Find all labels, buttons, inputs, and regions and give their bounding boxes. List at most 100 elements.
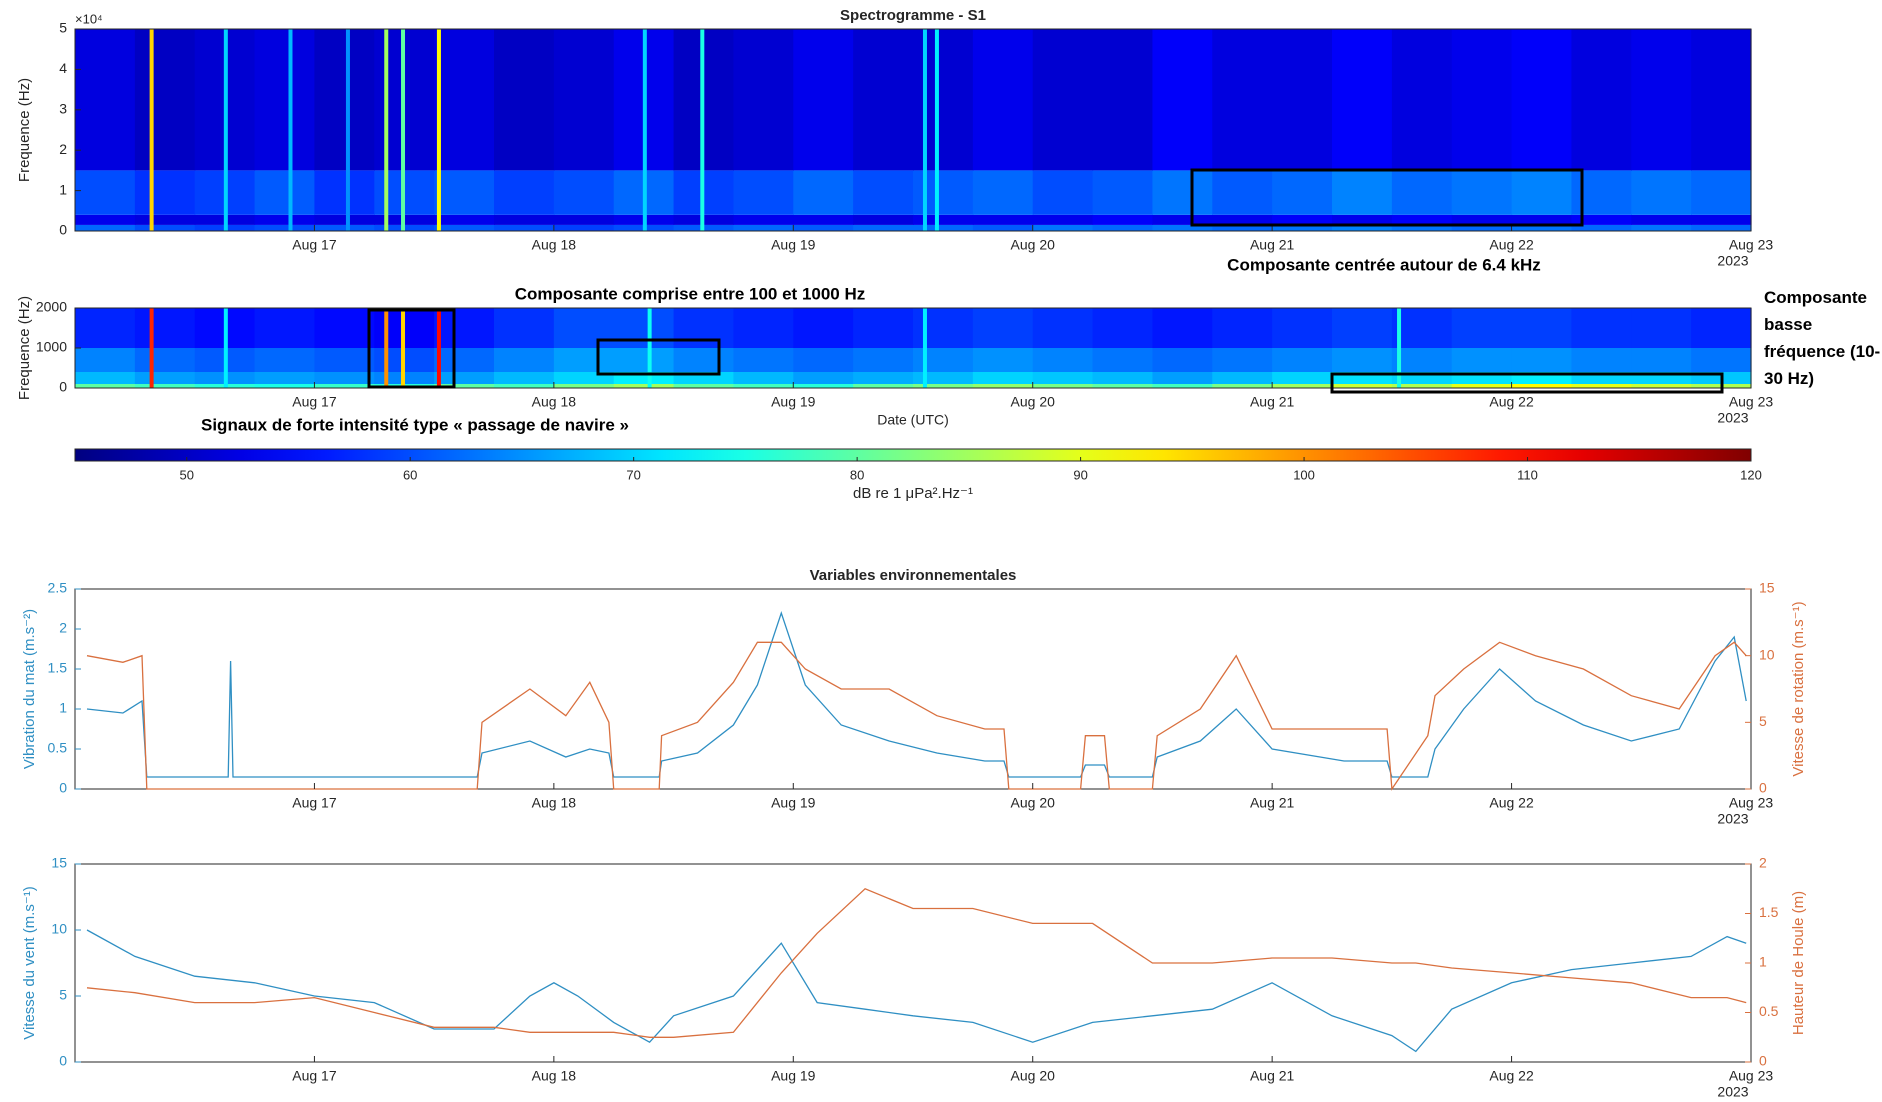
heatmap-cell bbox=[1332, 29, 1393, 171]
y-tick-label: 0 bbox=[59, 222, 67, 238]
x-tick-label: Aug 21 bbox=[1250, 795, 1295, 811]
highlight-box bbox=[596, 338, 721, 376]
heatmap-cell bbox=[1332, 224, 1393, 231]
spike bbox=[436, 29, 441, 231]
heatmap-cell bbox=[314, 214, 375, 225]
series-line bbox=[86, 929, 1747, 1053]
heatmap-cell bbox=[434, 29, 495, 171]
x-tick-label: Aug 17 bbox=[292, 795, 337, 811]
heatmap-cell bbox=[1691, 170, 1752, 215]
x-year-label: 2023 bbox=[1717, 1084, 1748, 1100]
heatmap-cell bbox=[314, 170, 375, 215]
plot-frame bbox=[74, 863, 1752, 1063]
series-line bbox=[86, 888, 1747, 1038]
heatmap-cell bbox=[1272, 170, 1333, 215]
heatmap-cell bbox=[1212, 214, 1273, 225]
y-tick-label: 10 bbox=[51, 921, 67, 937]
x-tick-label: Aug 19 bbox=[771, 394, 816, 410]
spike bbox=[922, 308, 927, 388]
x-tick-label: Aug 20 bbox=[1011, 394, 1056, 410]
heatmap-cell bbox=[254, 29, 316, 171]
heatmap-cell bbox=[494, 214, 555, 225]
heatmap-cell bbox=[1571, 214, 1632, 225]
x-tick-label: Aug 18 bbox=[532, 237, 577, 253]
heatmap-cell bbox=[494, 170, 555, 215]
chart-title: Spectrogramme - S1 bbox=[840, 7, 986, 24]
heatmap-cell bbox=[553, 348, 615, 372]
heatmap-cell bbox=[75, 348, 136, 372]
heatmap-cell bbox=[1032, 214, 1094, 225]
y-axis-label: Vitesse du vent (m.s⁻¹) bbox=[21, 886, 38, 1040]
y-tick-label: 0.5 bbox=[1759, 1003, 1779, 1019]
heatmap-cell bbox=[1212, 348, 1273, 372]
highlight-box bbox=[1330, 372, 1724, 394]
heatmap-cell bbox=[972, 384, 1034, 388]
heatmap-cell bbox=[1691, 214, 1752, 225]
y-tick-label: 2 bbox=[1759, 855, 1767, 871]
heatmap-cell bbox=[972, 29, 1034, 171]
heatmap-cell bbox=[75, 170, 136, 215]
heatmap-cell bbox=[1152, 214, 1213, 225]
heatmap-cell bbox=[1272, 308, 1333, 348]
heatmap-cell bbox=[1152, 384, 1213, 388]
y-tick-label: 0 bbox=[59, 1053, 67, 1069]
heatmap-cell bbox=[1212, 29, 1273, 171]
heatmap-cell bbox=[733, 372, 794, 384]
heatmap-cell bbox=[1571, 308, 1632, 348]
heatmap-cell bbox=[913, 214, 974, 225]
heatmap-cell bbox=[1391, 384, 1453, 388]
heatmap-cell bbox=[1391, 214, 1453, 225]
heatmap-cell bbox=[733, 224, 794, 231]
heatmap-cell bbox=[972, 372, 1034, 384]
y-tick-label: 5 bbox=[1759, 713, 1767, 729]
heatmap-cell bbox=[673, 384, 735, 388]
heatmap-cell bbox=[972, 348, 1034, 372]
x-tick-label: 90 bbox=[1073, 467, 1087, 482]
x-tick-label: 50 bbox=[179, 467, 193, 482]
heatmap-cell bbox=[134, 348, 196, 372]
y-axis-label: Vitesse de rotation (m.s⁻¹) bbox=[1790, 601, 1807, 776]
y-tick-label: 1 bbox=[1759, 954, 1767, 970]
heatmap-cell bbox=[314, 224, 375, 231]
y-tick-label: 1000 bbox=[36, 339, 67, 355]
heatmap-cell bbox=[75, 224, 136, 231]
heatmap-cell bbox=[1631, 384, 1692, 388]
heatmap-cell bbox=[1092, 384, 1154, 388]
heatmap-cell bbox=[254, 170, 316, 215]
heatmap-cell bbox=[1092, 372, 1154, 384]
heatmap-cell bbox=[733, 384, 794, 388]
y-tick-label: 3 bbox=[59, 101, 67, 117]
heatmap-cell bbox=[1272, 372, 1333, 384]
heatmap-cell bbox=[553, 214, 615, 225]
heatmap-cell bbox=[1092, 29, 1154, 171]
heatmap-cell bbox=[1631, 348, 1692, 372]
heatmap-cell bbox=[1152, 308, 1213, 348]
heatmap-cell bbox=[1631, 29, 1692, 171]
x-tick-label: 110 bbox=[1517, 467, 1538, 482]
annotation: Composante centrée autour de 6.4 kHz bbox=[1227, 255, 1541, 274]
heatmap-cell bbox=[1451, 384, 1513, 388]
y-tick-label: 2 bbox=[59, 620, 67, 636]
y-tick-label: 2.5 bbox=[48, 580, 68, 596]
y-tick-label: 2 bbox=[59, 141, 67, 157]
spike bbox=[922, 29, 927, 231]
heatmap-cell bbox=[1152, 372, 1213, 384]
spike bbox=[384, 308, 389, 388]
heatmap-cell bbox=[1032, 224, 1094, 231]
heatmap-cell bbox=[314, 372, 375, 384]
heatmap-cell bbox=[494, 372, 555, 384]
colorbar bbox=[74, 448, 1752, 462]
x-tick-label: Aug 23 bbox=[1729, 237, 1774, 253]
heatmap-cell bbox=[434, 224, 495, 231]
y-tick-label: 1 bbox=[59, 181, 67, 197]
heatmap-cell bbox=[134, 29, 196, 171]
x-tick-label: Aug 22 bbox=[1489, 237, 1534, 253]
x-tick-label: Aug 17 bbox=[292, 394, 337, 410]
y-tick-label: 1.5 bbox=[1759, 904, 1779, 920]
x-tick-label: Aug 18 bbox=[532, 394, 577, 410]
heatmap-cell bbox=[1152, 224, 1213, 231]
heatmap-cell bbox=[1032, 308, 1094, 348]
heatmap-cell bbox=[1511, 170, 1573, 215]
heatmap-cell bbox=[134, 214, 196, 225]
heatmap-cell bbox=[1631, 170, 1692, 215]
